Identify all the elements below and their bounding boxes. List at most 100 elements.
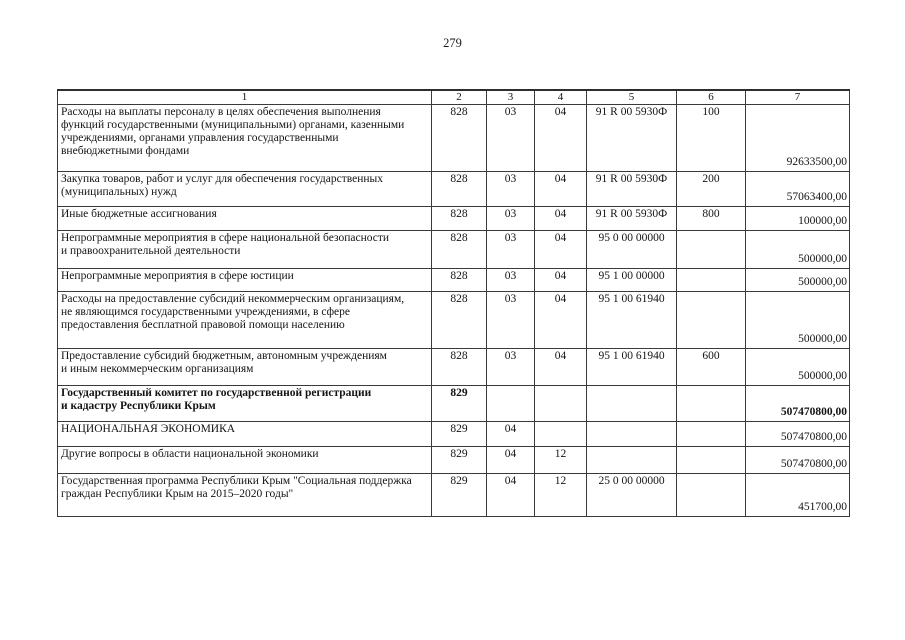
cell-target-article-code: 95 1 00 61940 (586, 348, 677, 386)
cell-subsection-code (534, 385, 587, 422)
cell-subsection-code: 04 (534, 230, 587, 269)
cell-grbs-code: 828 (431, 230, 487, 269)
cell-subsection-code: 04 (534, 171, 587, 207)
header-cell-5: 5 (586, 89, 677, 105)
cell-expense-name: Государственный комитет по государственн… (57, 385, 432, 422)
cell-expense-name: Расходы на предоставление субсидий неком… (57, 291, 432, 349)
header-cell-6: 6 (676, 89, 746, 105)
cell-expense-type-code (676, 230, 746, 269)
header-cell-1: 1 (57, 89, 432, 105)
cell-subsection-code: 12 (534, 446, 587, 474)
cell-grbs-code: 828 (431, 206, 487, 231)
cell-expense-name: Расходы на выплаты персоналу в целях обе… (57, 104, 432, 172)
cell-expense-type-code (676, 291, 746, 349)
table-row: Закупка товаров, работ и услуг для обесп… (57, 171, 850, 207)
cell-expense-type-code: 600 (676, 348, 746, 386)
cell-target-article-code: 91 R 00 5930Ф (586, 104, 677, 172)
table-row: Государственная программа Республики Кры… (57, 473, 850, 517)
cell-amount: 100000,00 (745, 206, 850, 231)
table-row: НАЦИОНАЛЬНАЯ ЭКОНОМИКА 829 04 507470800,00 (57, 421, 850, 447)
table-row: Расходы на выплаты персоналу в целях обе… (57, 104, 850, 172)
cell-target-article-code: 91 R 00 5930Ф (586, 171, 677, 207)
header-cell-3: 3 (486, 89, 535, 105)
cell-target-article-code: 95 1 00 00000 (586, 268, 677, 292)
cell-amount: 507470800,00 (745, 421, 850, 447)
cell-expense-name: Иные бюджетные ассигнования (57, 206, 432, 231)
cell-section-code: 03 (486, 291, 535, 349)
table-row: Непрограммные мероприятия в сфере национ… (57, 230, 850, 269)
cell-target-article-code (586, 421, 677, 447)
header-cell-7: 7 (745, 89, 850, 105)
cell-expense-type-code: 100 (676, 104, 746, 172)
cell-section-code: 04 (486, 446, 535, 474)
cell-expense-type-code (676, 446, 746, 474)
table-header: 1 2 3 4 5 6 7 (57, 89, 850, 105)
cell-expense-name: НАЦИОНАЛЬНАЯ ЭКОНОМИКА (57, 421, 432, 447)
cell-amount: 500000,00 (745, 268, 850, 292)
table-row: Непрограммные мероприятия в сфере юстици… (57, 268, 850, 292)
cell-target-article-code: 25 0 00 00000 (586, 473, 677, 517)
cell-amount: 507470800,00 (745, 385, 850, 422)
cell-amount: 451700,00 (745, 473, 850, 517)
table-header-row: 1 2 3 4 5 6 7 (57, 89, 850, 105)
budget-table: 1 2 3 4 5 6 7 Расходы на выплаты персона… (57, 89, 850, 517)
cell-target-article-code: 95 0 00 00000 (586, 230, 677, 269)
cell-subsection-code: 04 (534, 291, 587, 349)
cell-expense-type-code: 200 (676, 171, 746, 207)
cell-section-code: 03 (486, 230, 535, 269)
cell-expense-name: Другие вопросы в области национальной эк… (57, 446, 432, 474)
cell-amount: 500000,00 (745, 291, 850, 349)
cell-expense-type-code (676, 421, 746, 447)
cell-target-article-code (586, 385, 677, 422)
cell-amount: 92633500,00 (745, 104, 850, 172)
cell-grbs-code: 829 (431, 421, 487, 447)
table-row: Иные бюджетные ассигнования 828 03 04 91 R 0… (57, 206, 850, 231)
table-row: Предоставление субсидий бюджетным, автон… (57, 348, 850, 386)
table-row: Другие вопросы в области национальной эк… (57, 446, 850, 474)
cell-expense-name: Непрограммные мероприятия в сфере национ… (57, 230, 432, 269)
cell-expense-type-code (676, 473, 746, 517)
cell-expense-name: Непрограммные мероприятия в сфере юстици… (57, 268, 432, 292)
cell-target-article-code: 91 R 00 5930Ф (586, 206, 677, 231)
cell-expense-name: Предоставление субсидий бюджетным, автон… (57, 348, 432, 386)
cell-expense-type-code (676, 268, 746, 292)
cell-section-code (486, 385, 535, 422)
cell-subsection-code (534, 421, 587, 447)
header-cell-2: 2 (431, 89, 487, 105)
cell-section-code: 03 (486, 268, 535, 292)
cell-expense-name: Закупка товаров, работ и услуг для обесп… (57, 171, 432, 207)
cell-section-code: 03 (486, 206, 535, 231)
table-row: Государственный комитет по государственн… (57, 385, 850, 422)
cell-subsection-code: 04 (534, 104, 587, 172)
cell-section-code: 04 (486, 473, 535, 517)
cell-amount: 500000,00 (745, 348, 850, 386)
cell-target-article-code (586, 446, 677, 474)
cell-amount: 57063400,00 (745, 171, 850, 207)
cell-grbs-code: 829 (431, 385, 487, 422)
header-cell-4: 4 (534, 89, 587, 105)
cell-subsection-code: 04 (534, 206, 587, 231)
cell-section-code: 03 (486, 104, 535, 172)
page-number: 279 (443, 36, 462, 50)
cell-amount: 507470800,00 (745, 446, 850, 474)
cell-grbs-code: 828 (431, 291, 487, 349)
cell-grbs-code: 828 (431, 171, 487, 207)
cell-target-article-code: 95 1 00 61940 (586, 291, 677, 349)
table-row: Расходы на предоставление субсидий неком… (57, 291, 850, 349)
cell-expense-type-code (676, 385, 746, 422)
cell-grbs-code: 829 (431, 446, 487, 474)
cell-expense-type-code: 800 (676, 206, 746, 231)
cell-section-code: 03 (486, 348, 535, 386)
cell-section-code: 04 (486, 421, 535, 447)
cell-subsection-code: 04 (534, 348, 587, 386)
table-body: Расходы на выплаты персоналу в целях обе… (57, 104, 850, 517)
cell-grbs-code: 829 (431, 473, 487, 517)
cell-grbs-code: 828 (431, 348, 487, 386)
cell-amount: 500000,00 (745, 230, 850, 269)
cell-grbs-code: 828 (431, 104, 487, 172)
cell-subsection-code: 04 (534, 268, 587, 292)
cell-expense-name: Государственная программа Республики Кры… (57, 473, 432, 517)
cell-section-code: 03 (486, 171, 535, 207)
cell-subsection-code: 12 (534, 473, 587, 517)
